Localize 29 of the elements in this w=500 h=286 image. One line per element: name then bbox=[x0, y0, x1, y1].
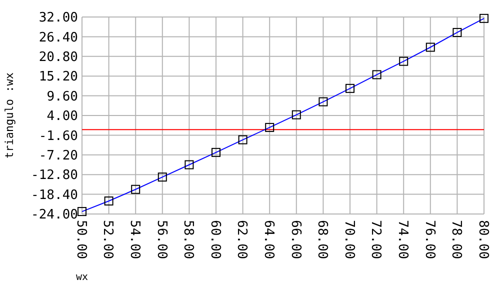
x-tick-label: 64.00 bbox=[261, 220, 276, 260]
x-tick-label: 66.00 bbox=[288, 220, 303, 260]
x-tick-label: 80.00 bbox=[475, 220, 490, 260]
x-tick-label: 54.00 bbox=[127, 220, 142, 260]
x-tick-label: 78.00 bbox=[448, 220, 464, 260]
x-tick-label: 50.00 bbox=[73, 220, 88, 260]
y-tick-label: 9.60 bbox=[46, 89, 78, 104]
x-tick-label: 52.00 bbox=[100, 220, 116, 260]
y-tick-label: 4.00 bbox=[46, 109, 78, 124]
x-tick-label: 74.00 bbox=[395, 220, 410, 260]
x-tick-label: 72.00 bbox=[368, 220, 384, 260]
y-tick-label: 20.80 bbox=[38, 50, 78, 65]
x-tick-label: 60.00 bbox=[207, 220, 222, 260]
y-axis-title: triangulo :wx bbox=[3, 72, 16, 159]
y-tick-label: 32.00 bbox=[38, 10, 78, 26]
x-tick-label: 76.00 bbox=[422, 220, 437, 260]
x-tick-label: 58.00 bbox=[180, 220, 196, 260]
y-tick-label: 26.40 bbox=[38, 30, 78, 46]
y-tick-label: -24.00 bbox=[31, 208, 78, 223]
x-tick-label: 68.00 bbox=[314, 220, 330, 260]
y-tick-label: -18.40 bbox=[31, 188, 78, 203]
y-tick-label: 15.20 bbox=[38, 70, 78, 85]
x-axis-title: wx bbox=[76, 272, 88, 283]
x-tick-label: 62.00 bbox=[234, 220, 250, 260]
y-tick-label: -1.60 bbox=[38, 128, 78, 144]
x-tick-label: 56.00 bbox=[154, 220, 169, 260]
x-tick-label: 70.00 bbox=[341, 220, 356, 260]
y-tick-label: -7.20 bbox=[38, 148, 78, 164]
y-tick-label: -12.80 bbox=[31, 168, 78, 184]
